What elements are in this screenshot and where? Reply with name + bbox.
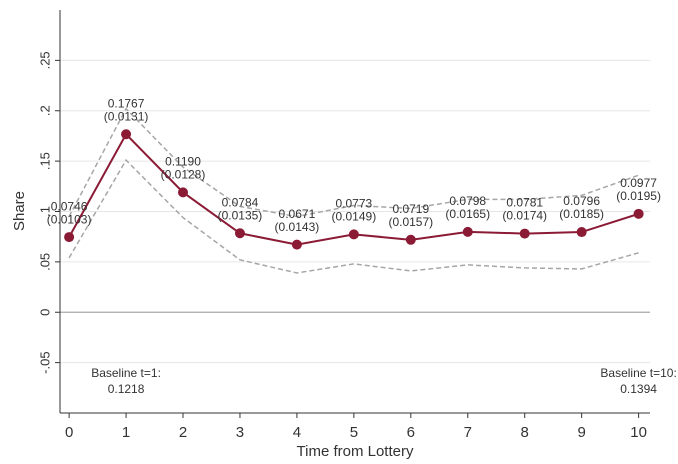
x-tick-label: 3	[236, 424, 244, 441]
y-tick-label: -.05	[37, 351, 52, 373]
se-label: (0.0103)	[47, 212, 92, 226]
point	[633, 208, 644, 219]
y-axis-label: Share	[11, 191, 28, 231]
value-label: 0.0773	[336, 197, 373, 211]
point	[64, 232, 75, 243]
se-label: (0.0128)	[161, 168, 206, 182]
x-tick-label: 10	[630, 424, 647, 441]
se-label: (0.0149)	[332, 210, 377, 224]
se-label: (0.0143)	[275, 220, 320, 234]
point	[519, 228, 530, 239]
point	[291, 239, 302, 250]
ci-line	[68, 158, 639, 274]
se-label: (0.0165)	[445, 207, 490, 221]
se-label: (0.0174)	[502, 209, 547, 223]
ci-line	[68, 107, 639, 218]
value-label: 0.1190	[165, 155, 201, 169]
annotation: 0.1394	[620, 382, 657, 396]
annotation: Baseline t=10:	[600, 366, 676, 380]
point	[576, 227, 587, 238]
annotation: 0.1218	[108, 382, 145, 396]
point	[405, 234, 416, 245]
x-tick-label: 9	[577, 424, 585, 441]
se-label: (0.0157)	[388, 215, 433, 229]
x-tick-label: 2	[179, 424, 187, 441]
value-label: 0.0746	[51, 199, 88, 213]
x-tick-label: 4	[293, 424, 301, 441]
y-tick-label: .25	[37, 51, 52, 69]
value-label: 0.0796	[563, 194, 600, 208]
x-tick-label: 0	[65, 424, 73, 441]
y-tick-label: .15	[37, 152, 52, 170]
se-label: (0.0195)	[616, 189, 661, 203]
value-label: 0.0977	[620, 176, 657, 190]
point	[121, 129, 132, 140]
y-tick-label: 0	[37, 309, 52, 316]
value-label: 0.0784	[222, 195, 259, 209]
value-label: 0.0671	[279, 207, 316, 221]
point	[178, 187, 189, 198]
value-label: 0.0781	[506, 196, 543, 210]
x-tick-label: 5	[350, 424, 358, 441]
x-tick-label: 1	[122, 424, 130, 441]
point	[348, 229, 359, 240]
x-tick-label: 6	[407, 424, 415, 441]
y-tick-label: .1	[37, 206, 52, 217]
point	[234, 228, 245, 239]
value-label: 0.1767	[108, 96, 145, 110]
x-tick-label: 7	[464, 424, 472, 441]
x-axis-label: Time from Lottery	[297, 443, 414, 460]
point	[462, 226, 473, 237]
x-tick-label: 8	[521, 424, 529, 441]
se-label: (0.0135)	[218, 208, 263, 222]
y-tick-label: .05	[37, 253, 52, 271]
se-label: (0.0131)	[104, 109, 149, 123]
annotation: Baseline t=1:	[91, 366, 161, 380]
se-label: (0.0185)	[559, 207, 604, 221]
y-tick-label: .2	[37, 105, 52, 116]
value-label: 0.0798	[449, 194, 486, 208]
value-label: 0.0719	[392, 202, 429, 216]
